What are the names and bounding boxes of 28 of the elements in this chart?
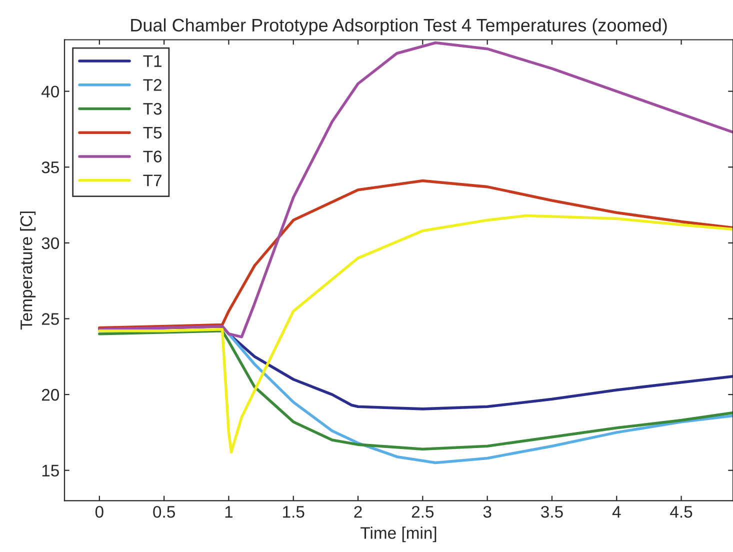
line-series — [98, 329, 733, 451]
x-tick-label: 2.5 — [412, 506, 434, 518]
x-axis-title: Time [min] — [360, 526, 436, 542]
x-tick-label: 3.5 — [541, 506, 563, 518]
legend-label: T6 — [143, 150, 162, 162]
x-tick-label: 1 — [225, 506, 233, 518]
legend-label: T2 — [143, 79, 162, 91]
y-tick-label: 15 — [42, 464, 59, 477]
legend-label: T3 — [143, 102, 162, 115]
x-tick-label: 0.5 — [153, 506, 175, 518]
legend-label: T1 — [143, 55, 162, 67]
legend-label: T5 — [143, 126, 162, 139]
line-series — [98, 214, 733, 454]
x-tick-label: 4 — [612, 506, 621, 518]
x-tick-label: 4.5 — [670, 506, 692, 518]
x-tick-label: 0 — [95, 506, 104, 518]
chart-title: Dual Chamber Prototype Adsorption Test 4 Temperatures (zoomed) — [131, 18, 667, 36]
legend-label: T7 — [143, 174, 162, 186]
x-tick-label: 1.5 — [283, 506, 304, 518]
y-tick-label: 35 — [42, 162, 59, 174]
x-tick-label: 3 — [483, 506, 492, 518]
y-tick-label: 25 — [42, 313, 59, 325]
y-axis-title: Temperature [C] — [20, 212, 36, 330]
line-series — [98, 41, 733, 338]
y-tick-label: 30 — [42, 237, 59, 250]
y-tick-label: 20 — [42, 388, 59, 401]
y-tick-label: 40 — [41, 86, 59, 98]
x-tick-label: 2 — [354, 506, 362, 518]
